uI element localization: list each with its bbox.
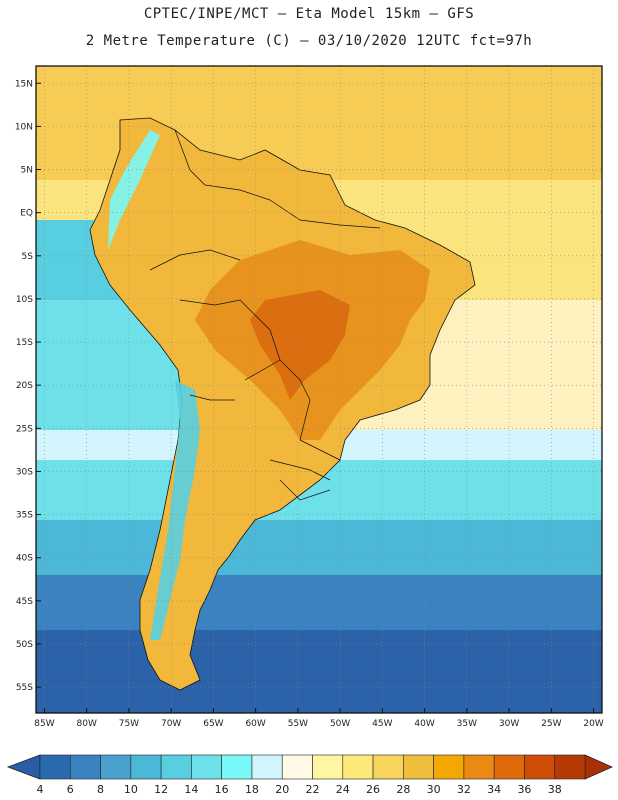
map-frame bbox=[35, 65, 603, 714]
latitude-label: 50S bbox=[16, 640, 33, 650]
colorbar-label: 6 bbox=[67, 783, 74, 796]
latitude-label: 45S bbox=[16, 597, 33, 607]
colorbar-label: 8 bbox=[97, 783, 104, 796]
ocean-cold-band-2 bbox=[36, 520, 602, 580]
longitude-label: 75W bbox=[119, 719, 139, 729]
colorbar-label: 16 bbox=[215, 783, 229, 796]
longitude-label: 40W bbox=[414, 719, 434, 729]
colorbar-label: 18 bbox=[245, 783, 259, 796]
latitude-label: 35S bbox=[16, 511, 33, 521]
andes-cold-strip bbox=[108, 130, 160, 250]
longitude-label: 55W bbox=[288, 719, 308, 729]
map-title-line-2: 2 Metre Temperature (C) – 03/10/2020 12U… bbox=[85, 33, 533, 49]
latitude-axis: 15N 10N 5N EQ 5S 10S 15S 20S 25S 30S 35S 40S 45S 50S 5… bbox=[15, 79, 41, 693]
colorbar-label: 34 bbox=[487, 783, 501, 796]
colorbar-label: 10 bbox=[124, 783, 138, 796]
latitude-label: 15S bbox=[16, 338, 33, 348]
colorbar-swatch bbox=[100, 754, 132, 780]
longitude-label: 60W bbox=[245, 719, 265, 729]
longitude-label: 65W bbox=[203, 719, 223, 729]
colorbar: 4 6 8 10 12 14 16 18 20 22 24 26 28 30 32 34 36 38 bbox=[6, 754, 613, 796]
longitude-label: 80W bbox=[77, 719, 97, 729]
longitude-axis: 85W 80W 75W 70W 65W 60W 55W 50W 45W 40W 35W 30W 25W 2… bbox=[34, 708, 604, 729]
latitude-label: 10N bbox=[15, 122, 33, 132]
colorbar-swatch bbox=[312, 754, 344, 780]
colorbar-swatch bbox=[69, 754, 101, 780]
latitude-label: 55S bbox=[16, 683, 33, 693]
colorbar-label: 36 bbox=[517, 783, 531, 796]
colorbar-swatch bbox=[221, 754, 253, 780]
latitude-label: 30S bbox=[16, 467, 33, 477]
longitude-label: 25W bbox=[541, 719, 561, 729]
longitude-label: 35W bbox=[457, 719, 477, 729]
latitude-label: 5N bbox=[21, 166, 33, 176]
colorbar-swatch bbox=[463, 754, 495, 780]
latitude-label: EQ bbox=[20, 209, 33, 219]
colorbar-label: 26 bbox=[366, 783, 380, 796]
longitude-label: 70W bbox=[161, 719, 181, 729]
latitude-label: 20S bbox=[16, 381, 33, 391]
longitude-label: 45W bbox=[372, 719, 392, 729]
ocean-cold-band-4 bbox=[36, 630, 602, 713]
colorbar-swatch bbox=[191, 754, 222, 780]
map-field bbox=[36, 66, 602, 713]
colorbar-label: 4 bbox=[37, 783, 44, 796]
colorbar-swatch bbox=[281, 754, 313, 780]
colorbar-label: 14 bbox=[184, 783, 198, 796]
colorbar-high-arrow bbox=[584, 754, 613, 780]
colorbar-low-arrow bbox=[6, 754, 41, 780]
colorbar-swatch bbox=[403, 754, 434, 780]
colorbar-swatch bbox=[524, 754, 556, 780]
colorbar-swatch bbox=[251, 754, 283, 780]
country-borders bbox=[149, 129, 381, 501]
colorbar-swatch bbox=[493, 754, 525, 780]
colorbar-label: 38 bbox=[548, 783, 562, 796]
ocean-cold-band-3 bbox=[36, 575, 602, 635]
colorbar-label: 24 bbox=[336, 783, 350, 796]
latitude-label: 25S bbox=[16, 424, 33, 434]
colorbar-swatch bbox=[160, 754, 192, 780]
latitude-label: 15N bbox=[15, 79, 33, 89]
latitude-label: 10S bbox=[16, 295, 33, 305]
longitude-label: 85W bbox=[34, 719, 54, 729]
colorbar-label: 28 bbox=[396, 783, 410, 796]
map-title-line-1: CPTEC/INPE/MCT – Eta Model 15km – GFS bbox=[143, 6, 475, 22]
andes-south-strip bbox=[150, 380, 200, 640]
longitude-label: 20W bbox=[583, 719, 603, 729]
longitude-label: 30W bbox=[499, 719, 519, 729]
colorbar-swatch bbox=[130, 754, 162, 780]
colorbar-swatch bbox=[554, 754, 586, 780]
colorbar-swatch bbox=[433, 754, 465, 780]
colorbar-label: 30 bbox=[427, 783, 441, 796]
colorbar-swatch bbox=[39, 754, 71, 780]
hottest-core bbox=[250, 290, 350, 400]
latitude-label: 5S bbox=[22, 252, 34, 262]
colorbar-swatch bbox=[372, 754, 404, 780]
longitude-label: 50W bbox=[330, 719, 350, 729]
colorbar-label: 12 bbox=[154, 783, 168, 796]
latitude-label: 40S bbox=[16, 554, 33, 564]
colorbar-label: 20 bbox=[275, 783, 289, 796]
colorbar-label: 32 bbox=[457, 783, 471, 796]
colorbar-label: 22 bbox=[306, 783, 320, 796]
colorbar-swatch bbox=[342, 754, 374, 780]
